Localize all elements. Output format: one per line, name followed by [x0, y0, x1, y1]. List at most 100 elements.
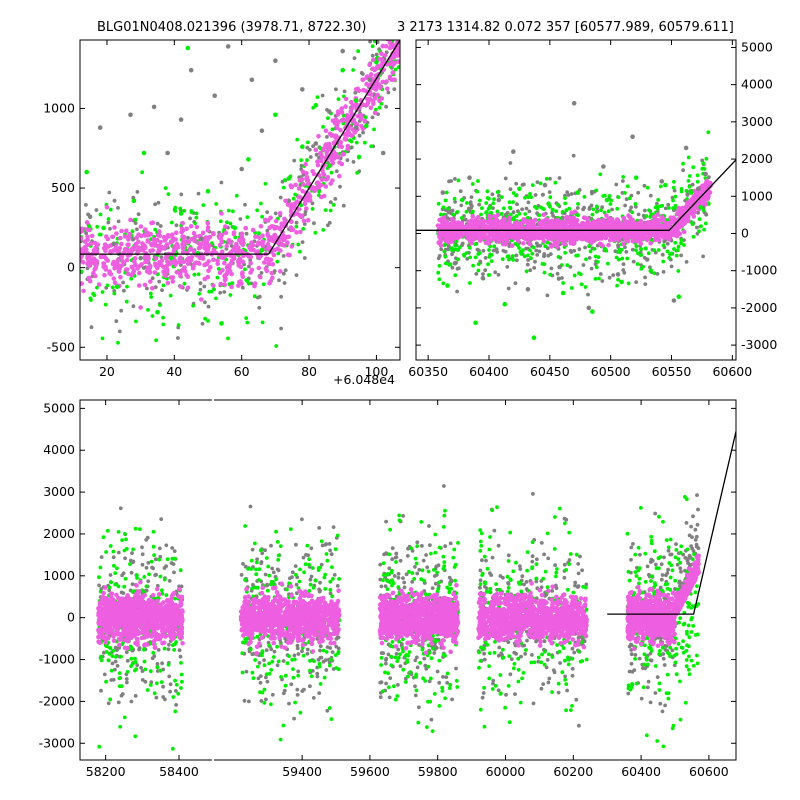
- data-point-magenta: [143, 227, 148, 232]
- data-point-green: [564, 208, 569, 213]
- data-point-magenta: [296, 186, 302, 191]
- data-point-grey: [130, 551, 134, 555]
- data-point-magenta: [158, 239, 163, 245]
- data-point-green: [105, 528, 110, 533]
- data-point-green: [478, 251, 482, 256]
- data-point-green: [247, 281, 251, 286]
- data-point-green: [456, 257, 460, 262]
- data-point-grey: [247, 264, 251, 269]
- data-point-grey: [328, 200, 333, 205]
- data-point-grey: [621, 179, 625, 183]
- data-point-grey: [663, 206, 668, 211]
- data-point-grey: [153, 202, 158, 207]
- series-green-point: [445, 283, 450, 288]
- data-point-magenta: [124, 257, 130, 263]
- data-point-green: [227, 208, 231, 213]
- data-point-magenta: [546, 219, 551, 224]
- data-point-magenta: [270, 275, 275, 281]
- series-green-point: [168, 255, 174, 261]
- series-magenta-point: [148, 231, 153, 237]
- series-magenta-point: [486, 224, 492, 230]
- data-point-grey: [655, 272, 660, 276]
- data-point-magenta: [595, 232, 600, 237]
- series-magenta-point: [333, 117, 339, 122]
- data-point-grey: [238, 217, 243, 221]
- data-point-green: [122, 715, 127, 720]
- data-point-magenta: [139, 233, 144, 239]
- series-green-point: [178, 211, 184, 216]
- data-point-magenta: [343, 104, 348, 109]
- data-point-green: [615, 206, 620, 211]
- data-point-green: [695, 179, 700, 184]
- data-point-green: [99, 658, 104, 663]
- data-point-green: [671, 198, 675, 203]
- data-point-green: [687, 174, 692, 178]
- data-point-magenta: [301, 218, 307, 224]
- data-point-green: [298, 249, 302, 254]
- data-point-green: [464, 251, 469, 255]
- data-point-grey: [196, 191, 201, 196]
- data-point-magenta: [278, 269, 283, 274]
- data-point-green: [522, 254, 527, 259]
- series-grey-point: [367, 77, 373, 83]
- data-point-magenta: [648, 241, 653, 246]
- data-point-magenta: [287, 252, 292, 258]
- data-point-magenta: [177, 259, 182, 265]
- data-point-magenta: [320, 147, 326, 152]
- series-magenta-point: [283, 198, 288, 204]
- data-point-magenta: [170, 279, 176, 284]
- data-point-grey: [696, 210, 700, 215]
- data-point-green: [442, 243, 447, 248]
- data-point-magenta: [277, 211, 283, 216]
- data-point-green: [620, 256, 625, 261]
- series-grey-point: [313, 141, 319, 146]
- data-point-green: [674, 253, 679, 258]
- data-point-magenta: [677, 225, 682, 230]
- data-point-magenta: [107, 271, 112, 276]
- data-point-magenta: [372, 110, 378, 116]
- series-magenta-point: [229, 271, 234, 277]
- data-point-magenta: [285, 202, 291, 207]
- data-point-grey: [587, 207, 592, 211]
- data-point-grey: [176, 336, 180, 340]
- data-point-magenta: [664, 222, 669, 227]
- data-point-grey: [587, 256, 592, 260]
- data-point-magenta: [202, 262, 207, 268]
- data-point-green: [556, 202, 560, 207]
- data-point-green: [133, 526, 138, 531]
- data-point-grey: [527, 209, 532, 214]
- data-point-magenta: [302, 201, 308, 206]
- data-point-green: [576, 253, 580, 258]
- data-point-magenta: [392, 60, 397, 66]
- data-point-grey: [114, 319, 119, 324]
- data-point-grey: [665, 241, 670, 246]
- data-point-grey: [314, 152, 319, 157]
- series-magenta-point: [118, 274, 123, 280]
- data-point-magenta: [211, 283, 216, 288]
- data-point-magenta: [341, 151, 347, 157]
- data-point-grey: [465, 257, 470, 261]
- data-point-green: [561, 281, 566, 285]
- data-point-magenta: [624, 219, 630, 225]
- series-green-point: [313, 103, 319, 108]
- data-point-grey: [357, 133, 362, 138]
- data-point-grey: [179, 584, 184, 589]
- series-magenta-point: [158, 262, 164, 267]
- data-point-green: [294, 224, 299, 229]
- data-point-green: [697, 217, 702, 222]
- data-point-green: [639, 247, 643, 252]
- data-point-grey: [179, 192, 184, 197]
- data-point-grey: [623, 245, 627, 250]
- series-magenta-point: [128, 217, 133, 223]
- data-point-magenta: [621, 241, 626, 247]
- data-point-green: [164, 593, 169, 597]
- series-grey-point: [239, 166, 244, 172]
- data-point-grey: [392, 87, 397, 91]
- data-point-green: [667, 256, 672, 260]
- data-point-green: [675, 248, 680, 253]
- series-grey-point: [671, 298, 677, 303]
- data-point-green: [214, 202, 219, 206]
- data-point-green: [644, 214, 649, 218]
- data-point-grey: [458, 189, 463, 194]
- data-point-grey: [481, 272, 485, 276]
